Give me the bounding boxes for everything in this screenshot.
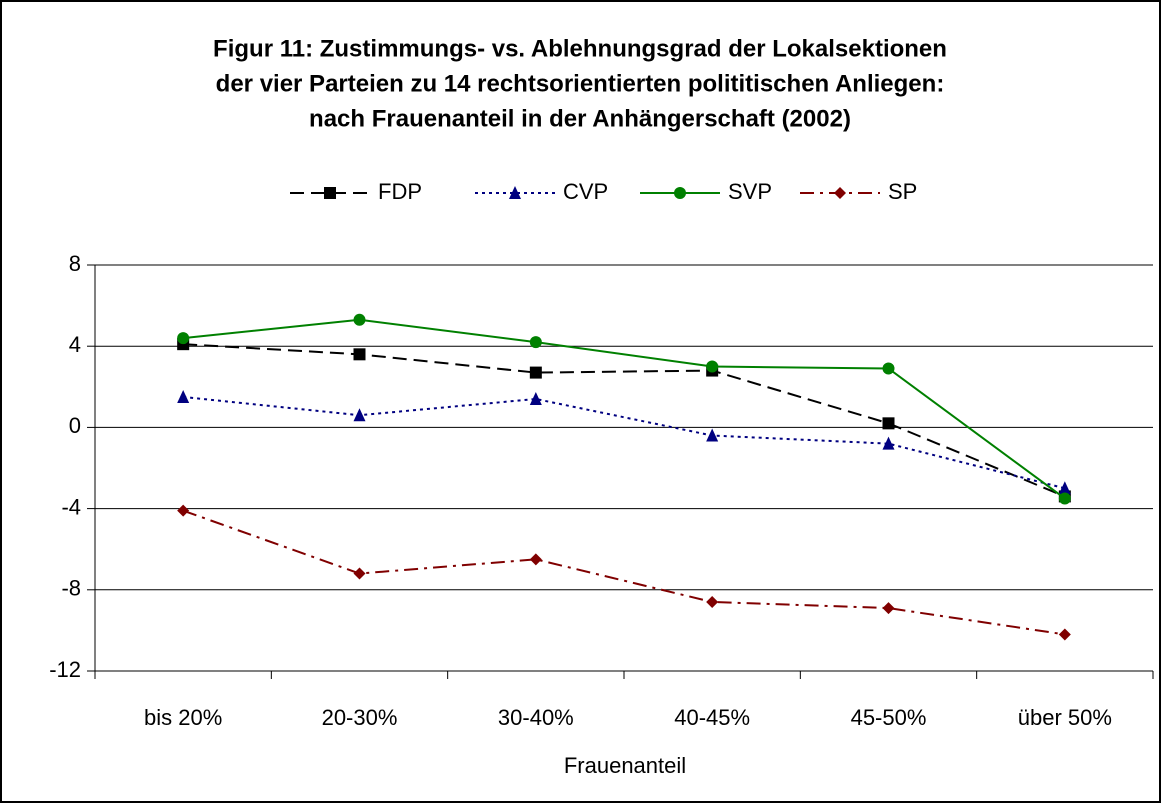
data-point <box>529 391 542 405</box>
data-point <box>882 417 895 430</box>
data-point <box>353 567 366 580</box>
series-line <box>183 343 1066 498</box>
data-point <box>1058 481 1071 495</box>
legend-marker <box>324 187 336 199</box>
x-tick-label: bis 20% <box>144 705 222 730</box>
legend-marker <box>674 187 686 199</box>
data-point <box>177 504 190 517</box>
data-point <box>353 348 366 361</box>
y-tick-label: 8 <box>69 251 81 276</box>
legend-marker <box>834 187 846 199</box>
data-point <box>882 362 895 375</box>
y-tick-label: -12 <box>49 657 81 682</box>
y-tick-label: 0 <box>69 413 81 438</box>
legend-label: SP <box>888 179 917 204</box>
x-tick-label: 40-45% <box>674 705 750 730</box>
series-line <box>183 395 1066 490</box>
chart-title: Figur 11: Zustimmungs- vs. Ablehnungsgra… <box>213 35 947 62</box>
legend-label: CVP <box>563 179 608 204</box>
data-point <box>529 336 542 349</box>
y-tick-label: -4 <box>61 494 81 519</box>
data-point <box>706 428 719 442</box>
x-tick-label: über 50% <box>1018 705 1112 730</box>
data-point <box>882 602 895 615</box>
data-point <box>1058 492 1071 505</box>
y-tick-label: 4 <box>69 332 81 357</box>
data-point <box>706 595 719 608</box>
data-point <box>529 366 542 379</box>
chart-title: nach Frauenanteil in der Anhängerschaft … <box>309 105 851 132</box>
data-point <box>177 332 190 345</box>
chart-title: der vier Parteien zu 14 rechtsorientiert… <box>216 70 945 97</box>
series-line <box>183 318 1066 500</box>
x-tick-label: 30-40% <box>498 705 574 730</box>
data-point <box>353 408 366 422</box>
legend-marker <box>509 186 521 199</box>
legend-label: SVP <box>728 179 772 204</box>
x-tick-label: 45-50% <box>851 705 927 730</box>
series-line <box>182 509 1065 636</box>
data-point <box>529 553 542 566</box>
x-axis-label: Frauenanteil <box>564 753 686 778</box>
data-point <box>353 313 366 326</box>
y-tick-label: -8 <box>61 576 81 601</box>
data-point <box>177 389 190 403</box>
legend-label: FDP <box>378 179 422 204</box>
data-point <box>1058 628 1071 641</box>
data-point <box>882 436 895 450</box>
x-tick-label: 20-30% <box>322 705 398 730</box>
data-point <box>706 360 719 373</box>
